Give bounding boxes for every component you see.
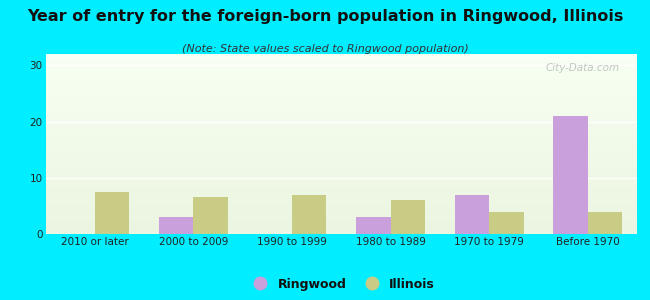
Bar (46, 96, 637, 99)
Bar (46, 75, 637, 78)
Bar (46, 114, 637, 117)
Bar (46, 162, 637, 165)
Bar (159, 217, 194, 234)
Bar (391, 200, 425, 234)
Bar (46, 192, 637, 195)
Bar (46, 111, 637, 114)
Bar (46, 120, 637, 123)
Bar (46, 93, 637, 96)
Bar (46, 129, 637, 132)
Bar (46, 174, 637, 177)
Bar (46, 123, 637, 126)
Bar (46, 177, 637, 180)
Bar (46, 54, 637, 57)
Bar (46, 183, 637, 186)
Bar (46, 195, 637, 198)
Bar (553, 116, 588, 234)
Bar (46, 147, 637, 150)
Bar (46, 141, 637, 144)
Bar (46, 231, 637, 234)
Bar (46, 219, 637, 222)
Text: Year of entry for the foreign-born population in Ringwood, Illinois: Year of entry for the foreign-born popul… (27, 9, 623, 24)
Bar (46, 84, 637, 87)
Bar (46, 81, 637, 84)
Bar (46, 156, 637, 159)
Bar (46, 180, 637, 183)
Bar (46, 66, 637, 69)
Bar (46, 189, 637, 192)
Bar (46, 228, 637, 231)
Bar (46, 201, 637, 204)
Bar (46, 171, 637, 174)
Bar (489, 212, 524, 234)
Bar (46, 78, 637, 81)
Text: (Note: State values scaled to Ringwood population): (Note: State values scaled to Ringwood p… (181, 44, 469, 53)
Bar (46, 135, 637, 138)
Bar (46, 108, 637, 111)
Bar (46, 87, 637, 90)
Legend: Ringwood, Illinois: Ringwood, Illinois (242, 273, 440, 296)
Bar (46, 144, 637, 147)
Bar (46, 132, 637, 135)
Bar (46, 69, 637, 72)
Bar (46, 207, 637, 210)
Bar (46, 216, 637, 219)
Bar (46, 72, 637, 75)
Bar (46, 90, 637, 93)
Bar (46, 153, 637, 156)
Bar (588, 212, 622, 234)
Bar (46, 102, 637, 105)
Bar (194, 197, 228, 234)
Bar (46, 57, 637, 60)
Bar (46, 105, 637, 108)
Bar (46, 165, 637, 168)
Bar (46, 186, 637, 189)
Bar (46, 159, 637, 162)
Bar (292, 195, 326, 234)
Bar (46, 204, 637, 207)
Bar (46, 168, 637, 171)
Bar (46, 150, 637, 153)
Bar (46, 210, 637, 213)
Bar (46, 63, 637, 66)
Bar (95, 192, 129, 234)
Bar (46, 225, 637, 228)
Bar (46, 222, 637, 225)
Text: City-Data.com: City-Data.com (545, 63, 619, 73)
Bar (46, 99, 637, 102)
Bar (46, 198, 637, 201)
Bar (46, 60, 637, 63)
Bar (356, 217, 391, 234)
Bar (46, 126, 637, 129)
Bar (46, 117, 637, 120)
Bar (454, 195, 489, 234)
Bar (46, 138, 637, 141)
Bar (46, 213, 637, 216)
